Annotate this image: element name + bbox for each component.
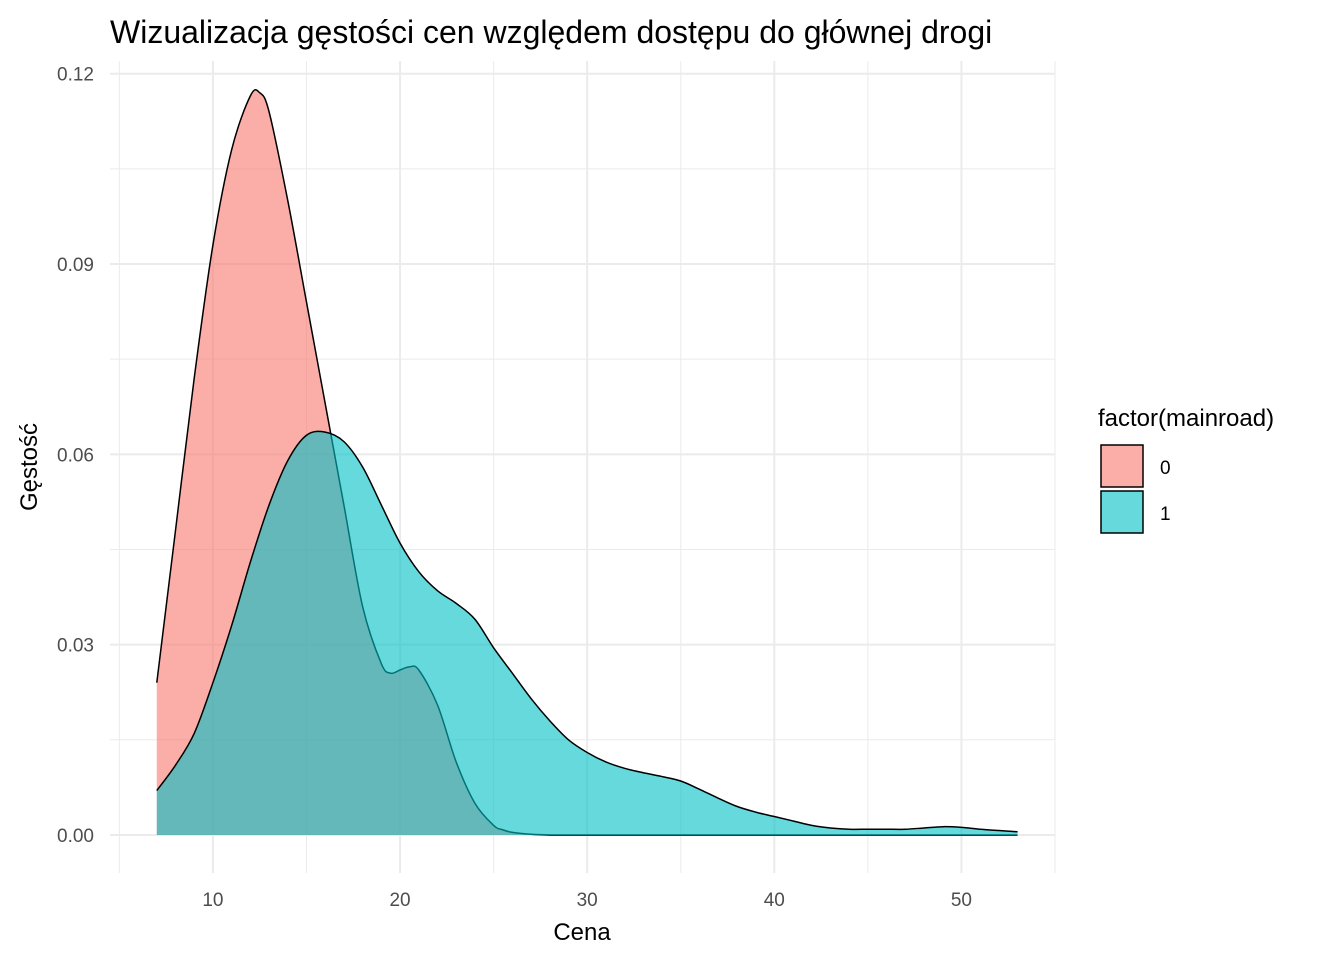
- axis-ticks: 10 20 30 40 50 0.00 0.03 0.06 0.09 0.12: [57, 65, 972, 911]
- y-axis-title: Gęstość: [16, 423, 43, 511]
- legend-item-0: 0: [1100, 444, 1171, 488]
- y-tick-label: 0.06: [57, 445, 94, 466]
- x-tick-label: 50: [951, 890, 972, 911]
- density-areas: [156, 89, 1018, 836]
- y-tick-label: 0.12: [57, 65, 94, 86]
- density-outline-1: [156, 430, 1018, 833]
- x-tick-label: 10: [202, 890, 223, 911]
- legend-label: 0: [1160, 458, 1171, 479]
- x-tick-label: 30: [577, 890, 598, 911]
- legend-title: factor(mainroad): [1098, 405, 1274, 432]
- grid-lines: [110, 61, 1056, 873]
- x-axis-title: Cena: [553, 919, 611, 946]
- y-tick-label: 0.03: [57, 636, 94, 657]
- legend-label: 1: [1160, 504, 1171, 525]
- x-tick-label: 40: [764, 890, 785, 911]
- legend-items: 01: [1100, 444, 1171, 534]
- legend-key-swatch: [1100, 444, 1144, 488]
- legend: factor(mainroad) 01: [1098, 405, 1274, 534]
- legend-key-swatch: [1100, 490, 1144, 534]
- y-tick-label: 0.00: [57, 826, 94, 847]
- chart-title: Wizualizacja gęstości cen względem dostę…: [110, 14, 992, 50]
- x-tick-label: 20: [389, 890, 410, 911]
- legend-item-1: 1: [1100, 490, 1171, 534]
- density-area-1: [156, 431, 1018, 835]
- y-tick-label: 0.09: [57, 255, 94, 276]
